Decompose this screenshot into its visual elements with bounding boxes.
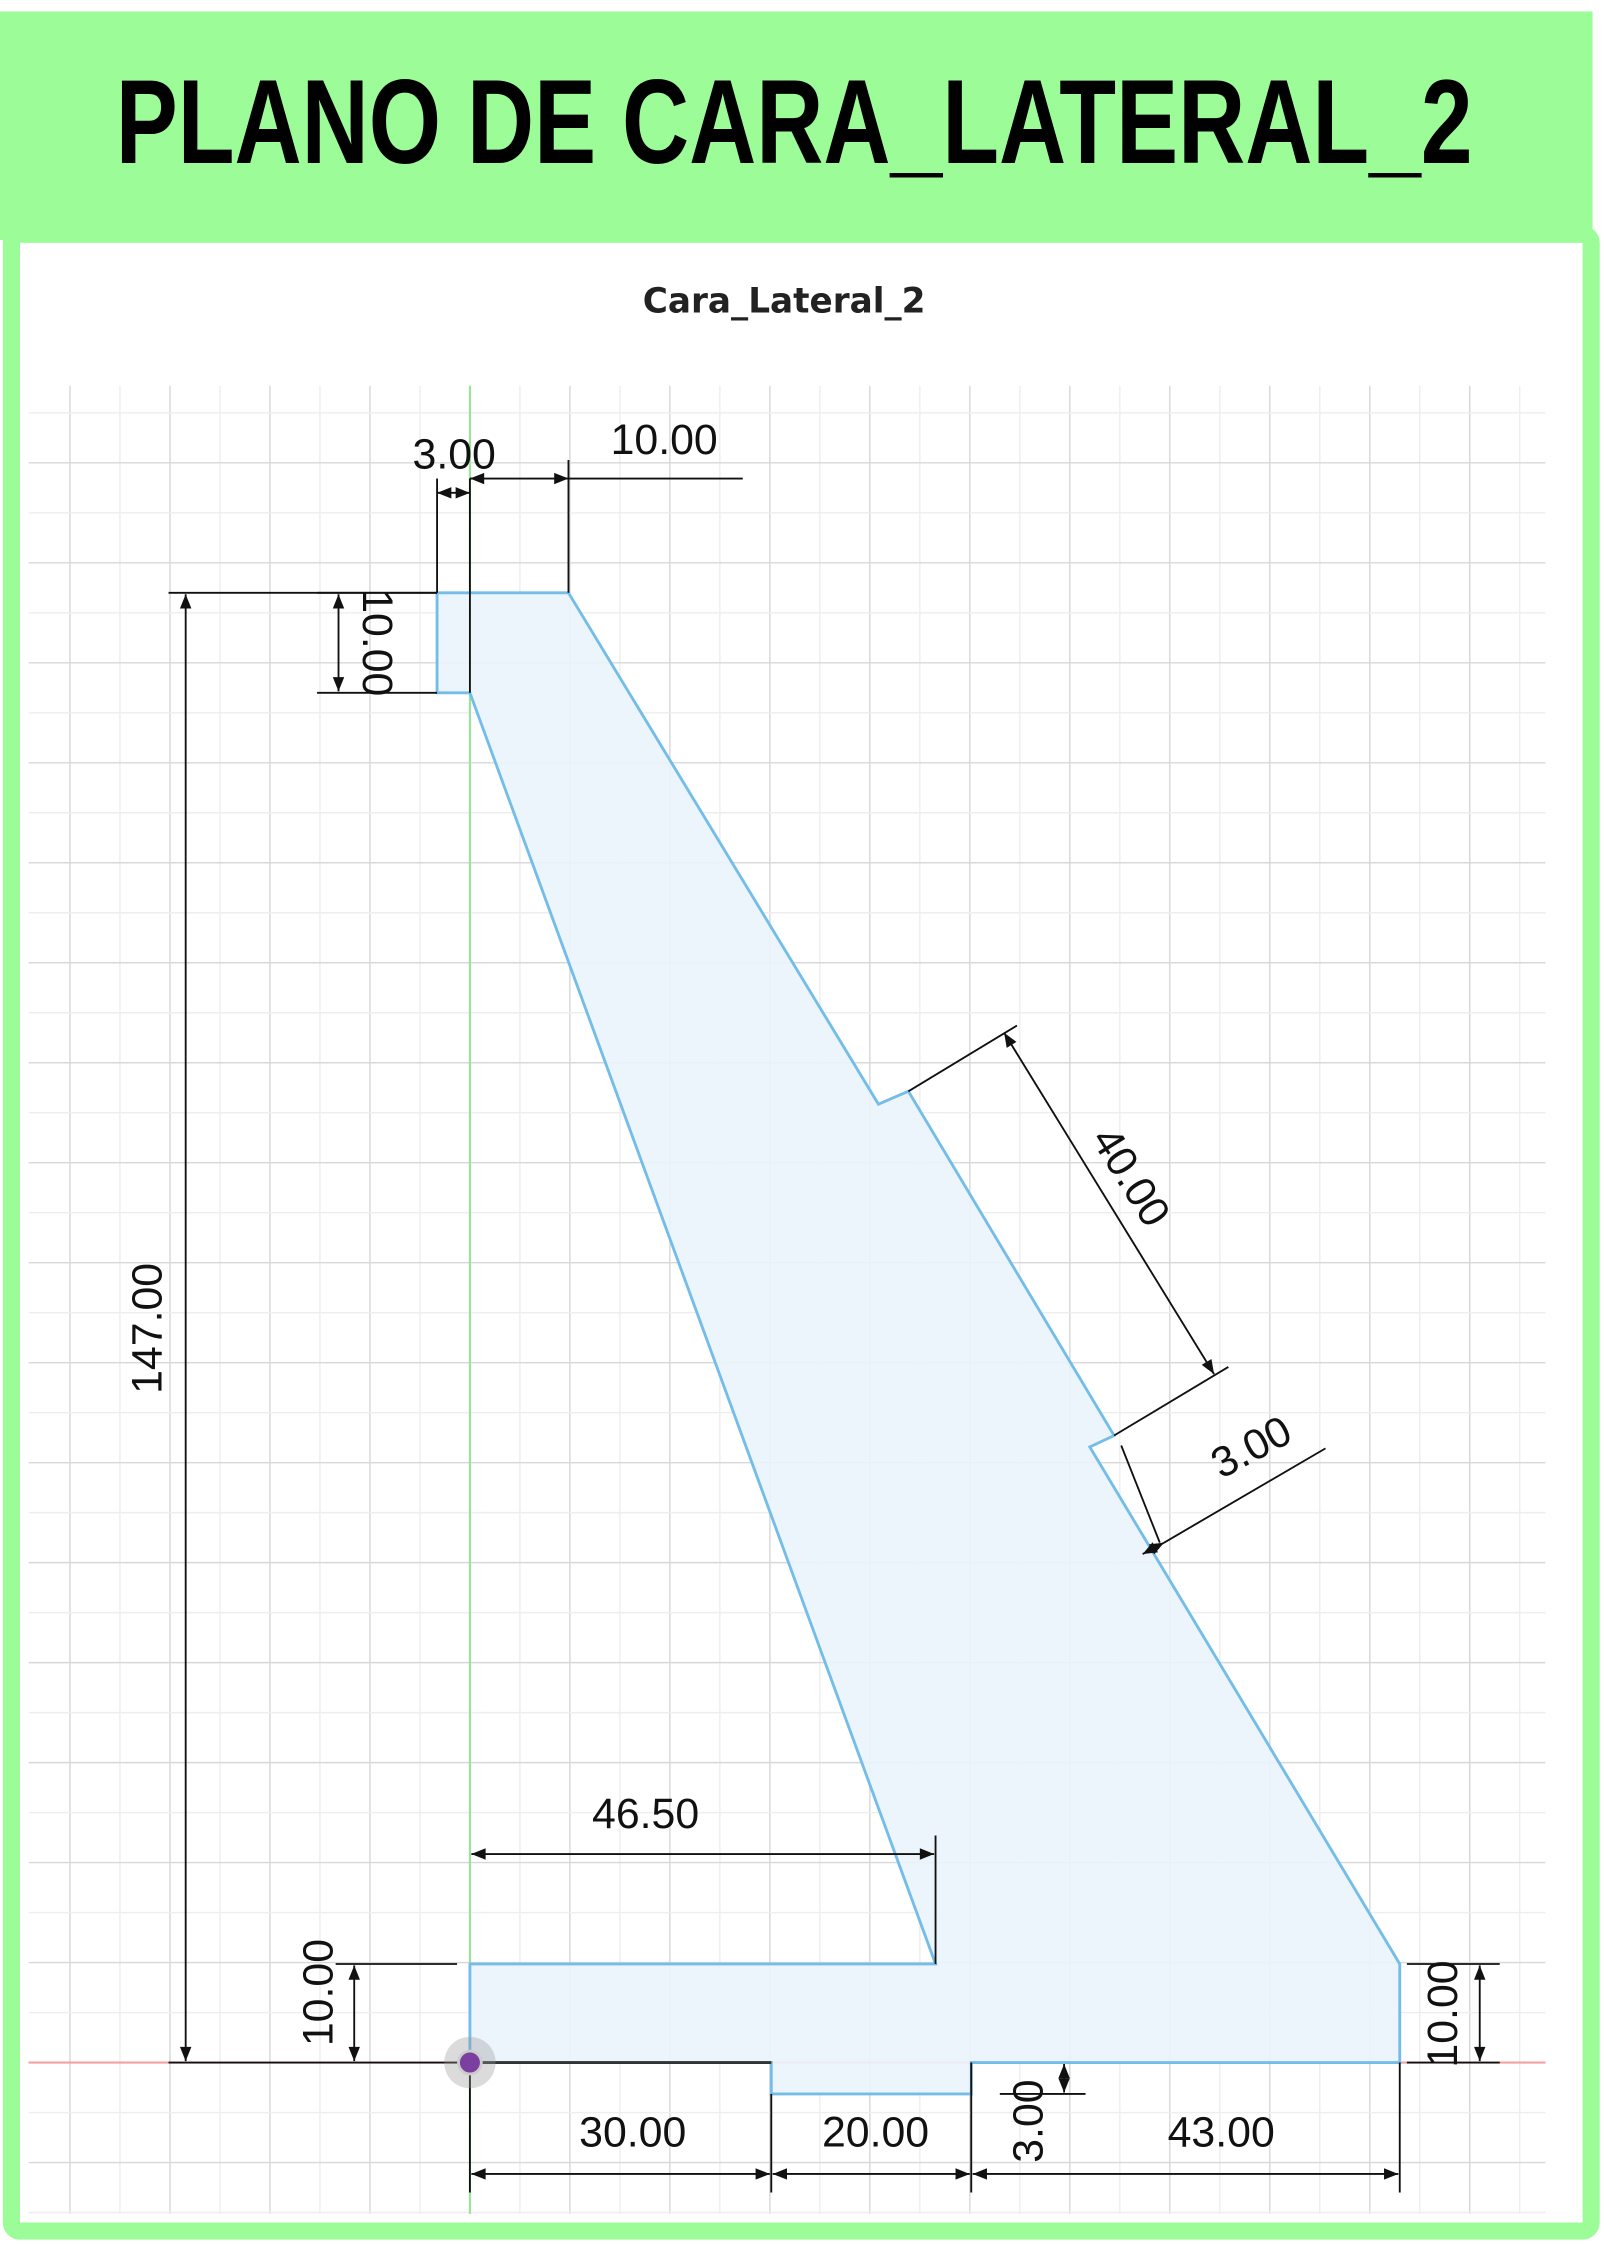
dimension-label: 10.00 [353, 589, 401, 696]
dimension-label: 10.00 [295, 1939, 343, 2046]
dimension-labels: 3.00 10.00 10.00 147.00 40.00 3.00 46.50… [123, 416, 1466, 2163]
origin-point [457, 2049, 483, 2076]
dimension-label: 147.00 [123, 1263, 171, 1394]
dimension-label: 3.00 [1005, 2079, 1053, 2162]
dimension-lines [168, 459, 1500, 2193]
dimension-label: 10.00 [1419, 1960, 1467, 2067]
dimension-label: 20.00 [822, 2109, 929, 2157]
dimension-label: 3.00 [413, 430, 496, 478]
dimension-label: 43.00 [1168, 2109, 1275, 2157]
header-banner [0, 11, 1593, 241]
dimension-label: 46.50 [592, 1790, 699, 1838]
dimension-label: 10.00 [611, 416, 718, 464]
dimension-label: 30.00 [579, 2109, 686, 2157]
header-title: PLANO DE CARA_LATERAL_2 [116, 55, 1473, 189]
drawing-title: Cara_Lateral_2 [643, 281, 926, 321]
